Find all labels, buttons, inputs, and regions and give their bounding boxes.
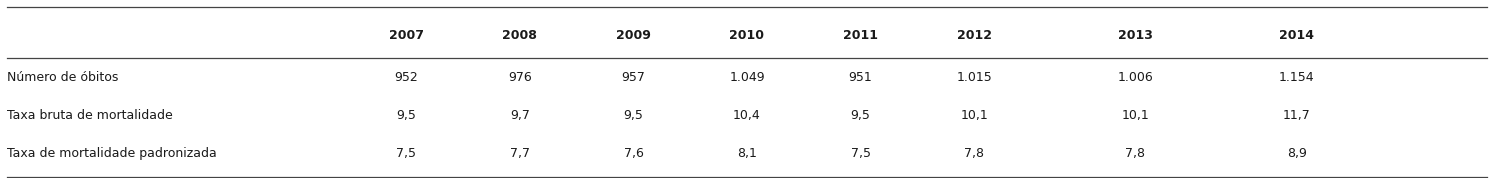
Text: 2013: 2013 xyxy=(1118,29,1153,42)
Text: 1.006: 1.006 xyxy=(1118,71,1153,84)
Text: 957: 957 xyxy=(622,71,645,84)
Text: 1.049: 1.049 xyxy=(729,71,765,84)
Text: 9,5: 9,5 xyxy=(623,109,644,122)
Text: 9,5: 9,5 xyxy=(850,109,871,122)
Text: 8,9: 8,9 xyxy=(1286,147,1307,161)
Text: 1.015: 1.015 xyxy=(956,71,992,84)
Text: 10,1: 10,1 xyxy=(961,109,988,122)
Text: Número de óbitos: Número de óbitos xyxy=(7,71,120,84)
Text: Taxa de mortalidade padronizada: Taxa de mortalidade padronizada xyxy=(7,147,217,161)
Text: 7,7: 7,7 xyxy=(509,147,530,161)
Text: 952: 952 xyxy=(394,71,418,84)
Text: 2009: 2009 xyxy=(616,29,651,42)
Text: 976: 976 xyxy=(508,71,532,84)
Text: 10,4: 10,4 xyxy=(734,109,760,122)
Text: 1.154: 1.154 xyxy=(1279,71,1315,84)
Text: 8,1: 8,1 xyxy=(737,147,757,161)
Text: 2014: 2014 xyxy=(1279,29,1315,42)
Text: 7,8: 7,8 xyxy=(964,147,985,161)
Text: 9,5: 9,5 xyxy=(396,109,417,122)
Text: 9,7: 9,7 xyxy=(509,109,530,122)
Text: Taxa bruta de mortalidade: Taxa bruta de mortalidade xyxy=(7,109,173,122)
Text: 7,8: 7,8 xyxy=(1125,147,1146,161)
Text: 7,5: 7,5 xyxy=(396,147,417,161)
Text: 7,5: 7,5 xyxy=(850,147,871,161)
Text: 2012: 2012 xyxy=(956,29,992,42)
Text: 2007: 2007 xyxy=(388,29,424,42)
Text: 2011: 2011 xyxy=(843,29,878,42)
Text: 11,7: 11,7 xyxy=(1283,109,1310,122)
Text: 951: 951 xyxy=(849,71,872,84)
Text: 2008: 2008 xyxy=(502,29,538,42)
Text: 7,6: 7,6 xyxy=(623,147,644,161)
Text: 10,1: 10,1 xyxy=(1122,109,1149,122)
Text: 2010: 2010 xyxy=(729,29,765,42)
